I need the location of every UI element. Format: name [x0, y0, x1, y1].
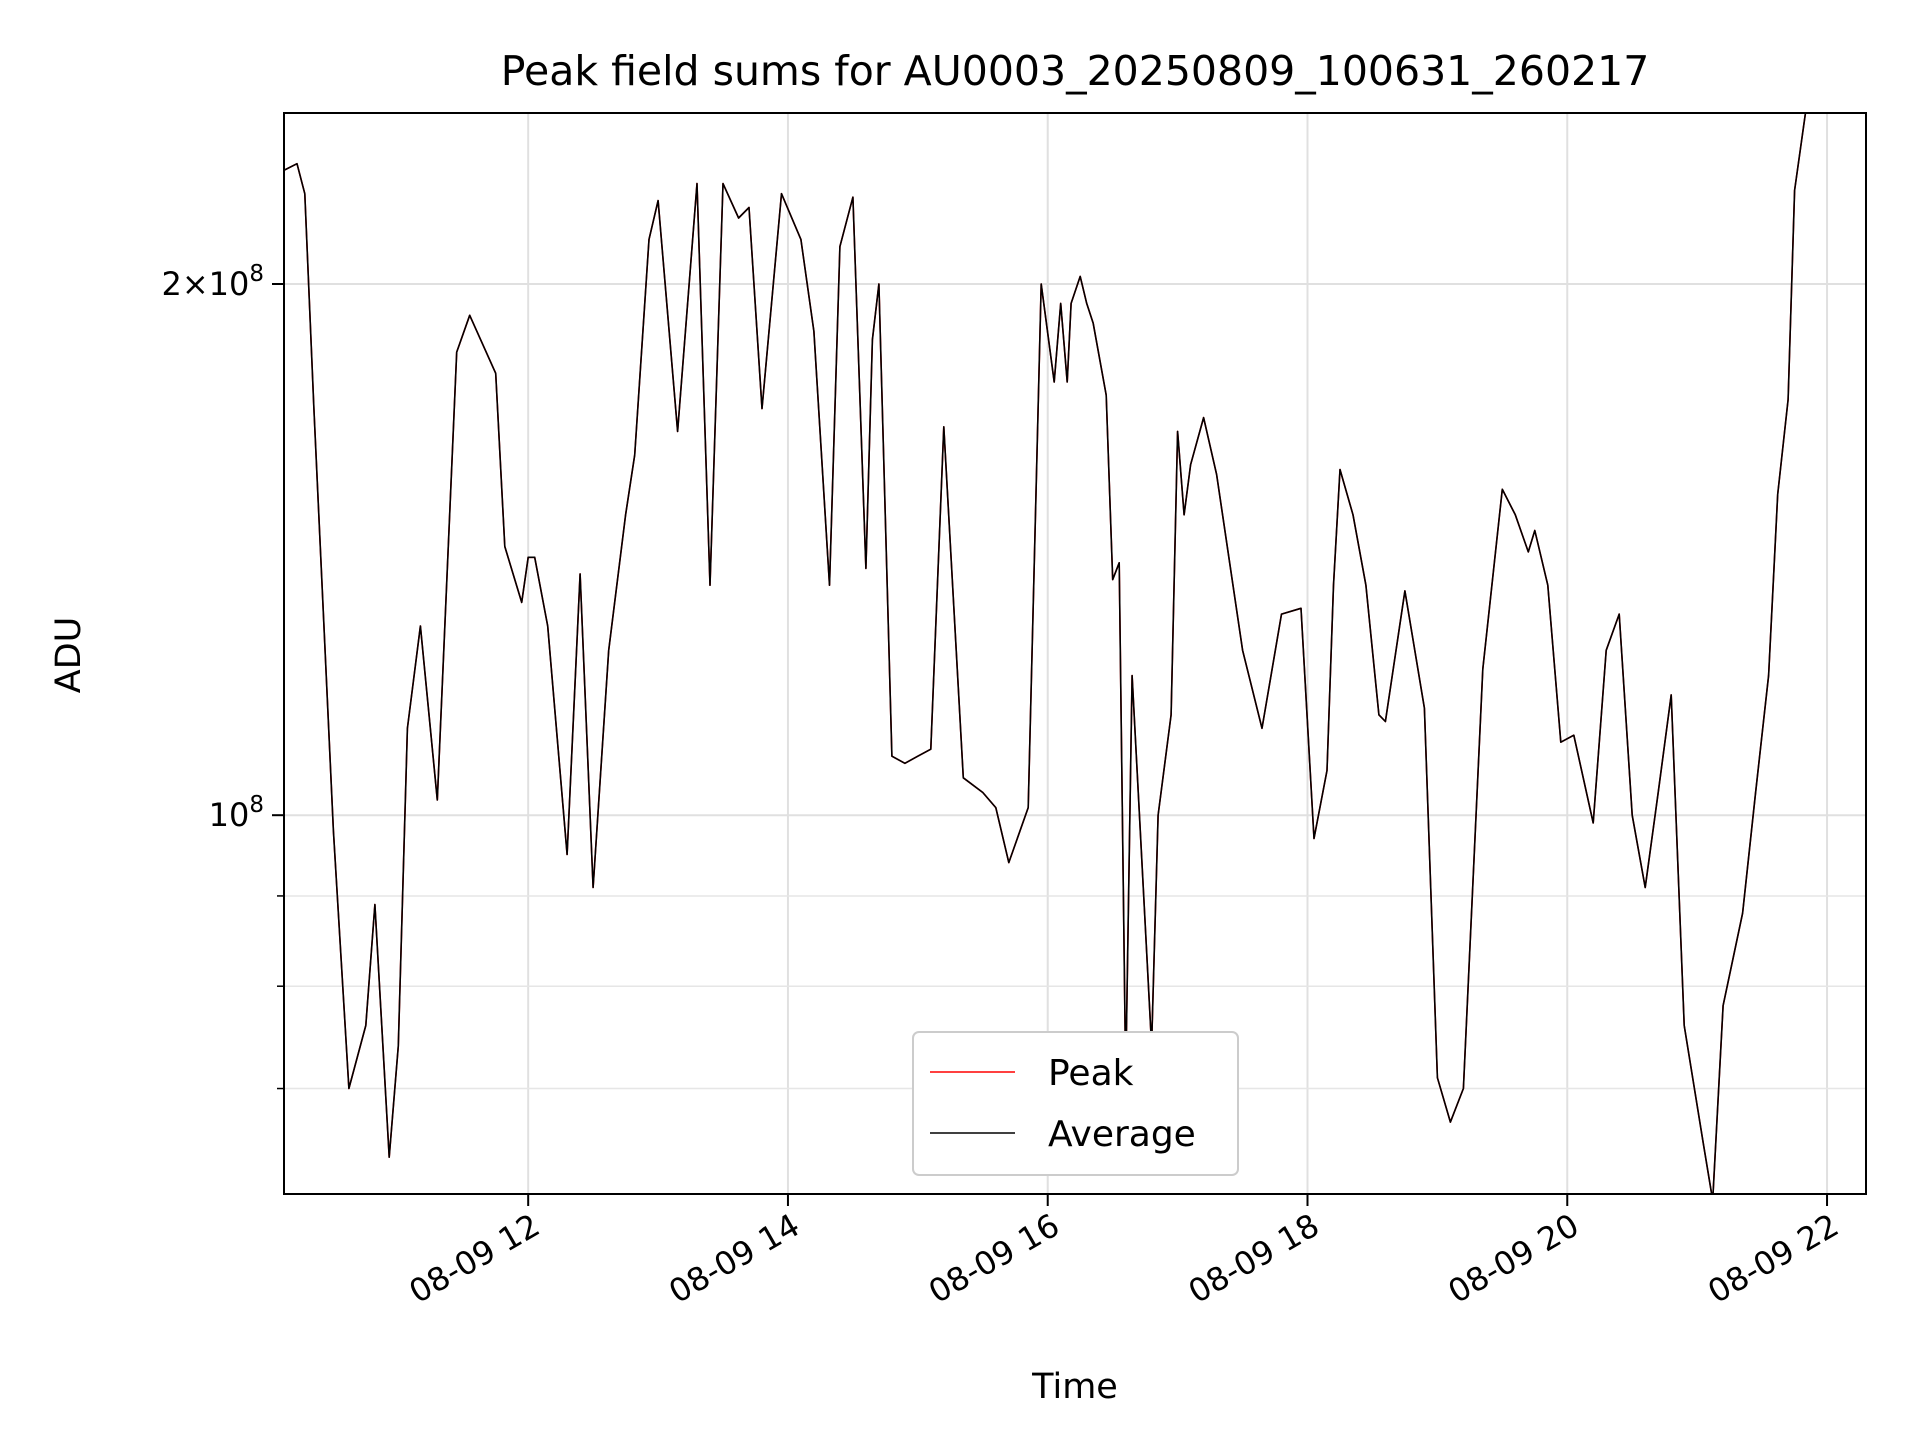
y-tick-label: 108	[209, 792, 264, 834]
plot-frame	[283, 112, 1867, 1195]
chart-title: Peak field sums for AU0003_20250809_1006…	[501, 47, 1650, 95]
series-line-average	[284, 113, 1807, 1194]
y-tick-label: 2×108	[161, 261, 264, 303]
legend-peak-label: Peak	[1048, 1053, 1134, 1094]
plot-lines	[284, 113, 1807, 1194]
legend-average-label: Average	[1048, 1114, 1196, 1155]
x-axis-label: Time	[1031, 1367, 1118, 1407]
y-axis-label: ADU	[49, 617, 89, 694]
grid	[284, 113, 1866, 1194]
legend-box	[912, 1031, 1239, 1176]
legend: Peak Average	[912, 1031, 1239, 1176]
